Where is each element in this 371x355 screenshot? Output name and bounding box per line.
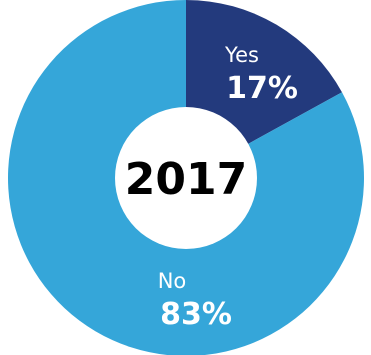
slice-labels: Yes 17% No 83% <box>158 43 298 332</box>
center-year-label: 2017 <box>125 154 247 205</box>
slice-label-no: No <box>158 269 187 293</box>
slice-value-no: 83% <box>160 297 232 332</box>
slice-value-yes: 17% <box>226 71 298 106</box>
slice-label-yes: Yes <box>224 43 259 67</box>
donut-hole <box>115 107 257 249</box>
slice-no <box>8 0 364 355</box>
